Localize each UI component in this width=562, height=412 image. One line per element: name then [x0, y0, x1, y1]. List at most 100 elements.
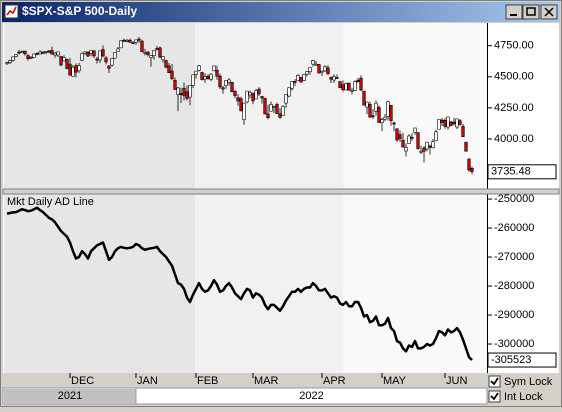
candle-body	[419, 150, 423, 153]
year-label: 2021	[58, 390, 82, 402]
candle-body	[200, 72, 204, 80]
candle-body	[194, 70, 198, 75]
sym-lock-label[interactable]: Sym Lock	[504, 376, 553, 388]
candle-body	[344, 83, 348, 91]
candle-body	[383, 116, 387, 120]
x-tick-label: FEB	[197, 375, 218, 387]
y-tick-label: -270000	[494, 251, 534, 263]
candle-body	[425, 141, 429, 150]
candle-body	[101, 49, 105, 57]
candle-body	[431, 141, 435, 149]
candle-body	[284, 94, 288, 104]
candle-body	[74, 65, 78, 73]
y-tick-label: 4500.00	[494, 71, 534, 83]
last-value-box	[487, 164, 557, 180]
candle-body	[107, 65, 111, 69]
candle-body	[140, 40, 144, 53]
candle-body	[326, 67, 330, 74]
candle-body	[215, 69, 219, 77]
minimize-button[interactable]	[505, 4, 523, 20]
x-tick-label: JAN	[137, 375, 158, 387]
candle-body	[56, 51, 60, 56]
candle-body	[149, 55, 153, 58]
y-tick-label: -300000	[494, 338, 534, 350]
candle-body	[398, 134, 402, 140]
lock-controls: Sym Lock Int Lock	[488, 375, 553, 403]
candle-body	[230, 81, 234, 92]
candle-body	[269, 104, 273, 112]
candle-body	[368, 103, 372, 118]
candle-body	[356, 79, 360, 83]
candle-body	[233, 90, 237, 96]
candle-body	[461, 126, 465, 137]
int-lock-label[interactable]: Int Lock	[504, 391, 543, 403]
candle-body	[161, 56, 165, 61]
window-icon-glyph	[6, 6, 17, 16]
candle-body	[206, 75, 210, 80]
candle-body	[20, 51, 24, 54]
candle-body	[314, 63, 318, 66]
candle-body	[125, 40, 129, 42]
candle-body	[338, 81, 342, 88]
int-lock-checkbox[interactable]	[488, 390, 501, 403]
candle-body	[428, 145, 432, 148]
candle-body	[446, 116, 450, 128]
candle-body	[71, 66, 75, 77]
candle-body	[320, 70, 324, 73]
panel-splitter[interactable]	[2, 188, 560, 195]
candle-body	[146, 51, 150, 56]
candle-body	[302, 74, 306, 81]
candle-body	[80, 53, 84, 61]
candle-body	[242, 102, 246, 120]
candle-body	[68, 63, 72, 76]
candle-body	[167, 65, 171, 74]
candle-body	[299, 77, 303, 83]
candle-body	[248, 92, 252, 96]
y-tick-label: 4750.00	[494, 40, 534, 52]
candle-body	[380, 119, 384, 123]
candle-body	[350, 90, 354, 92]
candle-body	[335, 77, 339, 79]
candle-body	[305, 71, 309, 75]
candle-body	[437, 118, 441, 130]
candle-body	[38, 51, 42, 55]
candle-body	[413, 127, 417, 133]
candle-body	[116, 48, 120, 52]
candle-body	[89, 50, 93, 54]
sym-lock-checkbox[interactable]	[488, 375, 501, 388]
candle-body	[8, 60, 12, 63]
last-value-label: 3735.48	[491, 166, 531, 178]
maximize-button[interactable]	[522, 4, 540, 20]
candle-body	[260, 96, 264, 99]
candle-body	[236, 97, 240, 102]
candle-body	[440, 119, 444, 123]
shade	[4, 23, 195, 189]
candle-body	[386, 101, 390, 117]
candle-body	[110, 57, 114, 66]
candle-body	[197, 65, 201, 71]
candle-body	[404, 147, 408, 152]
candle-body	[365, 101, 369, 108]
candle-body	[374, 102, 378, 112]
candle-body	[254, 90, 258, 100]
last-value-box	[487, 352, 557, 368]
candle-body	[308, 67, 312, 73]
candle-body	[290, 81, 294, 89]
y-tick-label: -290000	[494, 309, 534, 321]
candle-body	[407, 135, 411, 144]
y-tick-label: -280000	[494, 280, 534, 292]
candle-body	[470, 168, 474, 173]
candle-body	[50, 50, 54, 55]
window-buttons[interactable]	[505, 4, 558, 20]
candle-body	[29, 56, 33, 59]
candle-body	[455, 118, 459, 128]
candle-body	[212, 65, 216, 72]
candle-body	[287, 87, 291, 97]
candle-body	[245, 90, 249, 103]
candle-body	[95, 58, 99, 61]
candle-body	[392, 122, 396, 125]
candle-body	[170, 70, 174, 80]
candle-body	[389, 105, 393, 121]
candle-body	[23, 50, 27, 55]
last-value-label: -305523	[491, 354, 531, 366]
